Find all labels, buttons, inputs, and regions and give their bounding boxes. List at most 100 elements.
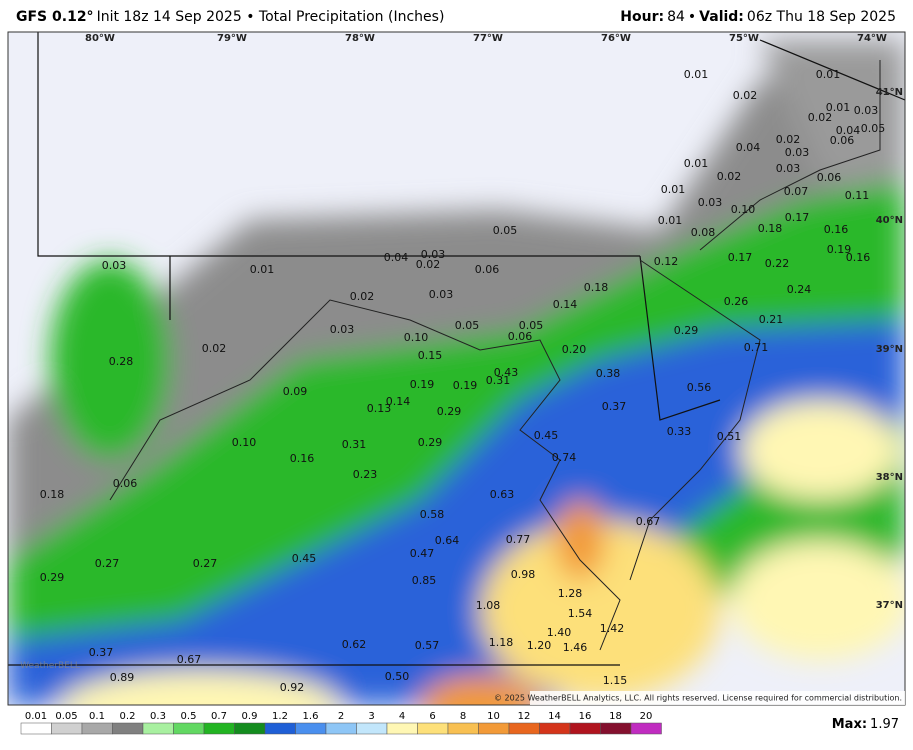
colorbar-label: 4 xyxy=(399,711,405,722)
precip-value: 0.06 xyxy=(817,171,842,184)
precip-value: 0.85 xyxy=(412,574,437,587)
precip-value: 0.10 xyxy=(232,436,257,449)
precip-value: 0.19 xyxy=(410,378,435,391)
header-right: Hour: 84 • Valid: 06z Thu 18 Sep 2025 xyxy=(620,9,899,25)
precip-value: 0.02 xyxy=(350,290,375,303)
precip-value: 0.58 xyxy=(420,508,445,521)
colorbar-swatch xyxy=(478,722,510,735)
colorbar-swatch xyxy=(386,722,418,735)
precip-value: 0.01 xyxy=(826,101,851,114)
colorbar-swatch xyxy=(356,722,388,735)
colorbar-label: 20 xyxy=(640,711,653,722)
colorbar-swatch xyxy=(112,722,144,735)
colorbar-label: 0.1 xyxy=(89,711,105,722)
precip-value: 0.02 xyxy=(202,342,227,355)
valid: 06z Thu 18 Sep 2025 xyxy=(746,9,896,25)
colorbar-label: 14 xyxy=(548,711,561,722)
precip-value: 0.37 xyxy=(89,646,114,659)
precip-value: 0.64 xyxy=(435,534,460,547)
watermark: WeatherBELL xyxy=(20,661,80,671)
precip-value: 0.17 xyxy=(785,211,810,224)
precip-value: 0.57 xyxy=(415,639,440,652)
colorbar-label: 3 xyxy=(368,711,374,722)
precip-value: 0.02 xyxy=(717,170,742,183)
longitude-label: 77°W xyxy=(473,33,503,44)
precip-value: 0.67 xyxy=(177,653,202,666)
precip-value: 0.63 xyxy=(490,488,515,501)
precip-value: 0.71 xyxy=(744,341,769,354)
precip-value: 0.19 xyxy=(453,379,478,392)
precip-value: 0.01 xyxy=(658,214,683,227)
precip-value: 0.03 xyxy=(776,162,801,175)
precip-value: 0.27 xyxy=(193,557,218,570)
precip-value: 0.23 xyxy=(353,468,378,481)
hour: 84 xyxy=(667,9,685,25)
colorbar-label: 1.6 xyxy=(303,711,319,722)
precip-value: 0.12 xyxy=(654,255,679,268)
colorbar-label: 12 xyxy=(518,711,531,722)
model: GFS 0.12° xyxy=(16,9,94,25)
precip-value: 0.05 xyxy=(455,319,480,332)
precip-value: 0.74 xyxy=(552,451,577,464)
colorbar-swatch xyxy=(630,722,662,735)
precip-value: 0.05 xyxy=(519,319,544,332)
longitude-label: 80°W xyxy=(85,33,115,44)
precip-value: 0.01 xyxy=(684,157,709,170)
precip-value: 0.15 xyxy=(418,349,443,362)
colorbar-swatch xyxy=(20,722,52,735)
latitude-label: 39°N xyxy=(876,344,903,355)
precip-value: 0.04 xyxy=(836,124,861,137)
colorbar-swatch xyxy=(234,722,266,735)
precip-value: 0.10 xyxy=(731,203,756,216)
precip-value: 1.08 xyxy=(476,599,501,612)
precip-value: 0.37 xyxy=(602,400,627,413)
colorbar-label: 0.9 xyxy=(242,711,258,722)
precip-value: 1.40 xyxy=(547,626,572,639)
hour-label: Hour: xyxy=(620,9,665,25)
colorbar-label: 0.5 xyxy=(181,711,197,722)
precip-value: 0.03 xyxy=(785,146,810,159)
colorbar-swatch xyxy=(508,722,540,735)
longitude-label: 76°W xyxy=(601,33,631,44)
copyright: © 2025 WeatherBELL Analytics, LLC. All r… xyxy=(494,694,902,703)
precip-value: 0.17 xyxy=(728,251,753,264)
precip-value: 0.77 xyxy=(506,533,531,546)
precip-value: 0.18 xyxy=(758,222,783,235)
precip-value: 0.04 xyxy=(384,251,409,264)
precip-value: 0.31 xyxy=(486,374,511,387)
precip-value: 0.02 xyxy=(733,89,758,102)
precip-value: 0.19 xyxy=(827,243,852,256)
colorbar-swatch xyxy=(51,722,83,735)
precip-value: 1.46 xyxy=(563,641,588,654)
footer: Max: 1.97 xyxy=(829,717,899,732)
precip-value: 0.16 xyxy=(824,223,849,236)
precip-value: 0.06 xyxy=(475,263,500,276)
precip-value: 0.13 xyxy=(367,402,392,415)
precip-value: 0.26 xyxy=(724,295,749,308)
colorbar-swatch xyxy=(569,722,601,735)
latitude-label: 40°N xyxy=(876,215,903,226)
colorbar-label: 2 xyxy=(338,711,344,722)
colorbar-label: 0.2 xyxy=(120,711,136,722)
precip-value: 0.29 xyxy=(437,405,462,418)
precip-value: 0.38 xyxy=(596,367,621,380)
precip-value: 0.01 xyxy=(816,68,841,81)
precip-value: 0.89 xyxy=(110,671,135,684)
colorbar-swatch xyxy=(539,722,571,735)
precip-value: 0.28 xyxy=(109,355,134,368)
colorbar-swatch xyxy=(600,722,632,735)
precip-value: 0.56 xyxy=(687,381,712,394)
precip-value: 0.20 xyxy=(562,343,587,356)
colorbar-swatch xyxy=(447,722,479,735)
precip-value: 0.08 xyxy=(691,226,716,239)
max-label: Max: xyxy=(831,717,868,732)
precip-value: 0.05 xyxy=(493,224,518,237)
colorbar-label: 16 xyxy=(579,711,592,722)
colorbar-swatch xyxy=(142,722,174,735)
precip-value: 0.03 xyxy=(421,248,446,261)
precip-value: 0.03 xyxy=(429,288,454,301)
precip-value: 0.51 xyxy=(717,430,742,443)
colorbar-label: 0.7 xyxy=(211,711,227,722)
